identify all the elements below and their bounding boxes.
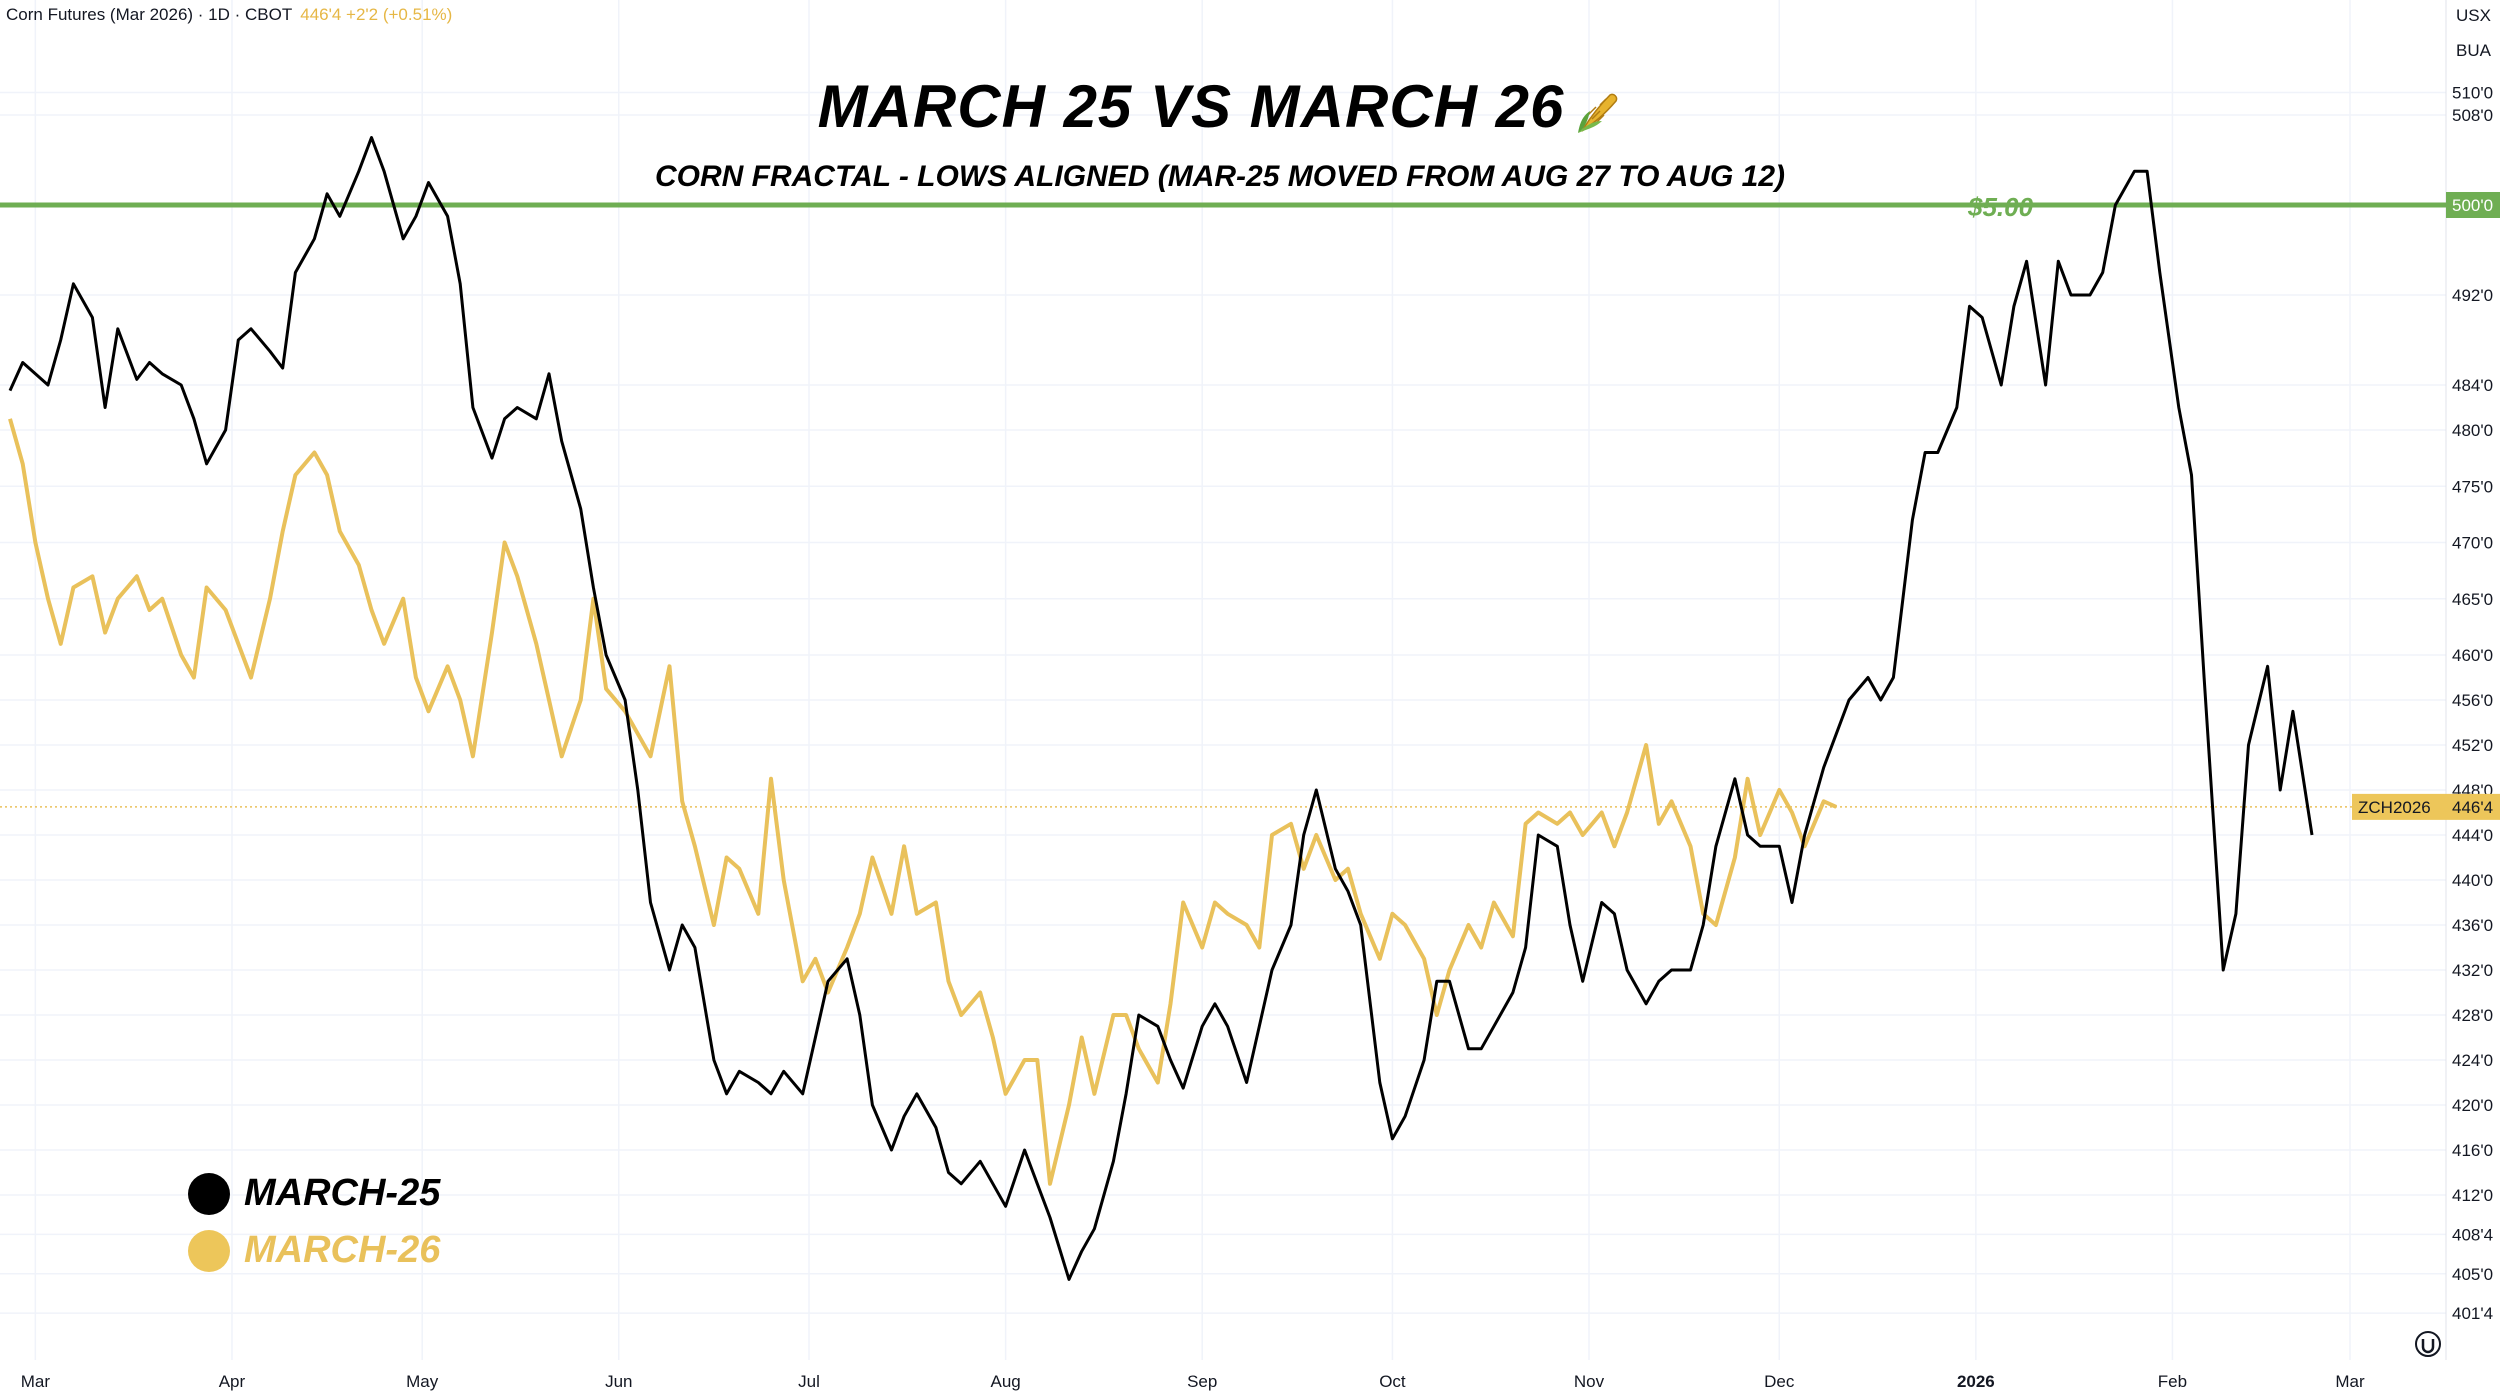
x-tick-label: 2026	[1957, 1372, 1995, 1391]
measure-unit[interactable]: BUA	[2456, 41, 2491, 60]
y-tick-label: 428'0	[2452, 1006, 2493, 1025]
y-tick-label: 470'0	[2452, 534, 2493, 553]
x-tick-label: Jul	[798, 1372, 820, 1391]
y-tick-label: 416'0	[2452, 1141, 2493, 1160]
corn-icon	[1578, 93, 1618, 134]
y-tick-label: 432'0	[2452, 961, 2493, 980]
legend-label-march-26: MARCH-26	[244, 1229, 441, 1271]
symbol-label: ZCH2026	[2358, 798, 2431, 817]
five-dollar-label: $5.00	[1968, 192, 2034, 222]
y-tick-label: 460'0	[2452, 646, 2493, 665]
x-tick-label: Nov	[1574, 1372, 1605, 1391]
symbol-price-box	[2352, 793, 2446, 820]
y-tick-label: 424'0	[2452, 1051, 2493, 1070]
chart-subtitle: CORN FRACTAL - LOWS ALIGNED (MAR-25 MOVE…	[654, 160, 1786, 193]
level-axis-label: 500'0	[2452, 196, 2493, 215]
time-axis-labels: Mar Apr May Jun Jul Aug Sep Oct Nov Dec 2026 Feb Mar	[21, 1372, 2365, 1391]
legend-dot-march-26	[188, 1229, 230, 1272]
legend-label-march-25: MARCH-25	[244, 1172, 441, 1214]
symbol-info: Corn Futures (Mar 2026) · 1D · CBOT	[6, 5, 293, 24]
x-tick-label: Feb	[2158, 1372, 2187, 1391]
chart-title-text: MARCH 25 VS MARCH 26	[817, 73, 1565, 140]
magnet-icon[interactable]	[2415, 1331, 2441, 1357]
y-tick-label: 444'0	[2452, 826, 2493, 845]
x-tick-label: Sep	[1187, 1372, 1217, 1391]
y-tick-label: 492'0	[2452, 286, 2493, 305]
price-axis-labels: 510'0 508'0 492'0 484'0 480'0 475'0 470'0 465'0…	[2452, 84, 2493, 1324]
last-price-axis-label: 446'4	[2452, 798, 2493, 817]
x-tick-label: Jun	[605, 1372, 632, 1391]
x-tick-label: Dec	[1764, 1372, 1795, 1391]
y-tick-label: 452'0	[2452, 736, 2493, 755]
y-tick-label: 510'0	[2452, 84, 2493, 103]
y-tick-label: 508'0	[2452, 106, 2493, 125]
y-tick-label: 456'0	[2452, 691, 2493, 710]
chart-title: MARCH 25 VS MARCH 26	[0, 72, 2440, 141]
horizontal-gridlines	[0, 91, 2446, 1314]
y-tick-label: 420'0	[2452, 1096, 2493, 1115]
currency-unit[interactable]: USX	[2456, 6, 2491, 25]
x-tick-label: Mar	[21, 1372, 51, 1391]
legend-dot-march-25	[188, 1172, 230, 1215]
march-25-line	[8, 136, 2314, 1281]
y-tick-label: 405'0	[2452, 1265, 2493, 1284]
x-tick-label: Aug	[990, 1372, 1020, 1391]
march-26-line	[8, 418, 1838, 1186]
vertical-gridlines	[34, 0, 2351, 1360]
symbol-header: Corn Futures (Mar 2026) · 1D · CBOT 446'4…	[6, 5, 452, 25]
y-tick-label: 412'0	[2452, 1186, 2493, 1205]
y-tick-label: 465'0	[2452, 590, 2493, 609]
y-tick-label: 408'4	[2452, 1225, 2493, 1244]
legend-march-25: MARCH-25	[188, 1172, 440, 1215]
legend-march-26: MARCH-26	[188, 1229, 440, 1272]
level-price-box	[2446, 192, 2500, 218]
header-price: 446'4 +2'2 (+0.51%)	[300, 5, 453, 24]
y-tick-label: 436'0	[2452, 916, 2493, 935]
x-tick-label: May	[406, 1372, 439, 1391]
y-tick-label: 484'0	[2452, 376, 2493, 395]
last-price-box	[2446, 793, 2500, 820]
x-tick-label: Oct	[1379, 1372, 1406, 1391]
x-tick-label: Mar	[2335, 1372, 2365, 1391]
y-tick-label: 440'0	[2452, 871, 2493, 890]
x-tick-label: Apr	[219, 1372, 246, 1391]
y-tick-label: 475'0	[2452, 477, 2493, 496]
y-tick-label: 401'4	[2452, 1304, 2493, 1323]
y-tick-label: 480'0	[2452, 421, 2493, 440]
